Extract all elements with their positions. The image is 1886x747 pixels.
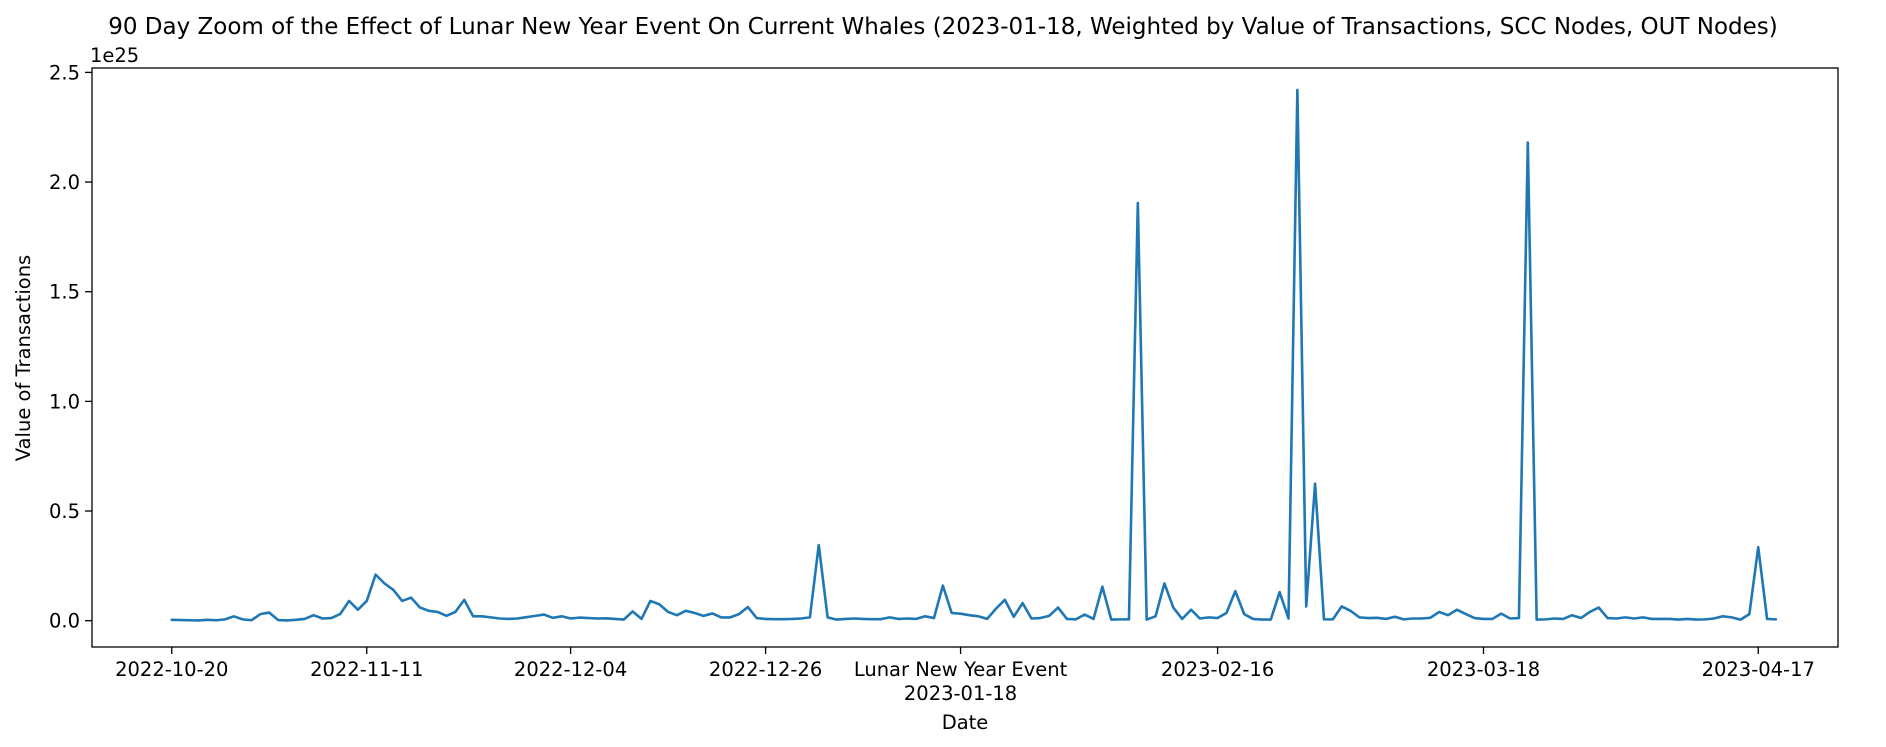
x-tick-label: 2022-12-26 [709,658,822,681]
chart-title: 90 Day Zoom of the Effect of Lunar New Y… [108,14,1778,40]
y-tick-label: 2.5 [49,61,80,84]
y-offset-label: 1e25 [90,44,139,67]
x-tick-label: 2023-02-16 [1161,658,1274,681]
y-tick-label: 1.0 [49,390,80,413]
x-tick-label: Lunar New Year Event [854,658,1068,681]
x-tick-label: 2023-04-17 [1702,658,1815,681]
y-axis-label: Value of Transactions [12,255,35,461]
y-tick-label: 1.5 [49,281,80,304]
x-axis-label: Date [942,711,989,734]
x-tick-label: 2022-10-20 [115,658,228,681]
x-tick-label: 2022-11-11 [310,658,423,681]
x-axis: 2022-10-20 2022-11-11 2022-12-04 2022-12-26… [115,647,1815,705]
plot-area [170,88,1778,622]
plot-frame [91,67,1839,648]
y-axis: 0.0 0.5 1.0 1.5 2.0 2.5 [49,61,92,633]
x-tick-label: 2023-03-18 [1427,658,1540,681]
x-tick-sublabel: 2023-01-18 [904,682,1017,705]
x-tick-label: 2022-12-04 [514,658,627,681]
y-tick-label: 0.0 [49,610,80,633]
y-tick-label: 0.5 [49,500,80,523]
y-tick-label: 2.0 [49,171,80,194]
series-line [170,88,1778,622]
